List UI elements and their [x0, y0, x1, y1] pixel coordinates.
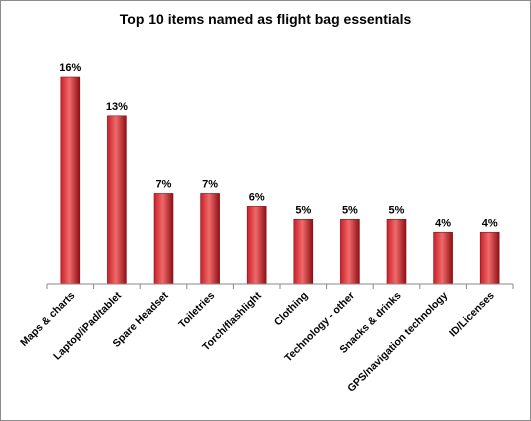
- bar-value-label: 7%: [156, 178, 172, 190]
- bar-2: [107, 115, 127, 285]
- bar-7: [340, 219, 360, 285]
- bar-value-label: 16%: [59, 62, 81, 74]
- bar-value-label: 4%: [435, 217, 451, 229]
- bar-value-label: 7%: [202, 178, 218, 190]
- bar-10: [479, 231, 500, 285]
- category-label: GPS/navigation technology: [345, 290, 450, 395]
- bar-1: [60, 76, 81, 285]
- category-label: ID/Licenses: [447, 290, 497, 340]
- bar-value-label: 13%: [106, 101, 128, 113]
- bar-3: [153, 193, 174, 285]
- category-label: Clothing: [272, 290, 311, 329]
- bar-6: [293, 219, 314, 285]
- bar-value-label: 5%: [295, 204, 311, 216]
- bar-4: [200, 193, 220, 285]
- bar-value-label: 5%: [389, 204, 405, 216]
- chart-title: Top 10 items named as flight bag essenti…: [119, 11, 412, 27]
- bar-value-label: 5%: [342, 204, 358, 216]
- bar-9: [433, 231, 453, 285]
- bar-5: [246, 206, 267, 285]
- bar-value-label: 4%: [482, 217, 498, 229]
- category-label: Toiletries: [176, 290, 217, 331]
- bar-value-label: 6%: [249, 191, 265, 203]
- bar-8: [386, 219, 407, 285]
